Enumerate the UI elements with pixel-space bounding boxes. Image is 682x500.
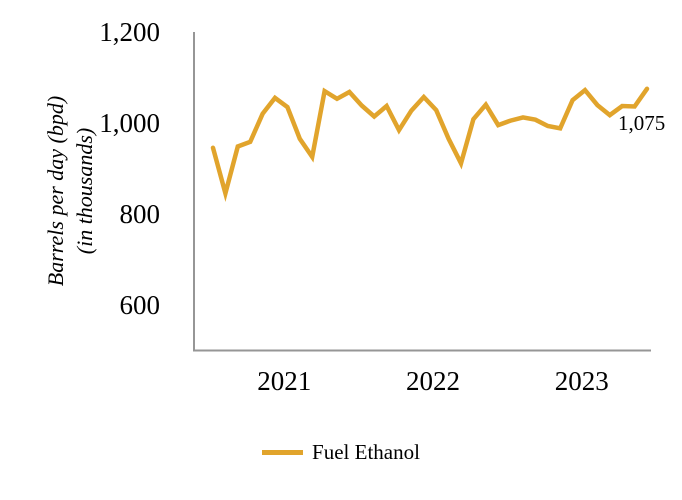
legend: Fuel Ethanol <box>0 438 682 466</box>
last-point-value-label: 1,075 <box>618 110 666 135</box>
y-tick-label: 1,000 <box>99 107 160 138</box>
legend-line-swatch-icon <box>262 449 304 455</box>
x-tick-label: 2023 <box>554 366 609 396</box>
legend-label: Fuel Ethanol <box>312 440 420 464</box>
axis-lines <box>193 32 651 352</box>
fuel-ethanol-line <box>210 86 650 202</box>
y-tick-label: 600 <box>119 289 161 320</box>
y-tick-label: 800 <box>119 198 161 229</box>
x-tick-label: 2022 <box>406 366 460 396</box>
y-tick-label: 1,200 <box>99 17 160 47</box>
x-tick-label: 2021 <box>257 366 312 396</box>
